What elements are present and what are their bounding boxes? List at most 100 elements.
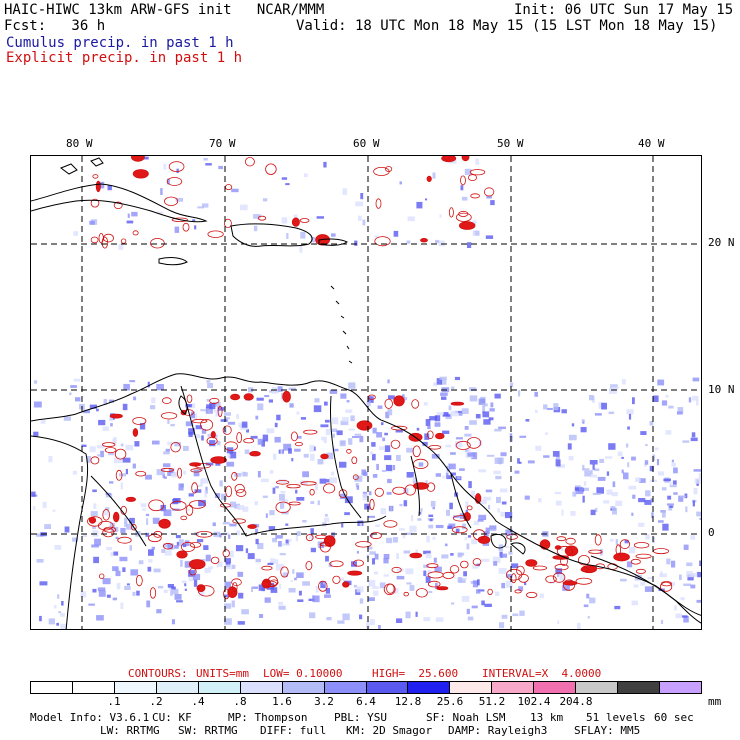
cumulus-precip-cell xyxy=(92,588,97,593)
explicit-precip-contour xyxy=(455,440,471,450)
explicit-precip-contour xyxy=(188,559,206,570)
cumulus-precip-cell xyxy=(310,501,315,504)
explicit-precip-contour xyxy=(435,432,445,440)
explicit-precip-contour xyxy=(661,581,672,587)
cumulus-precip-cell xyxy=(157,211,163,214)
cumulus-precip-cell xyxy=(638,498,646,503)
cumulus-precip-cell xyxy=(89,220,95,225)
cumulus-precip-cell xyxy=(142,508,147,511)
cumulus-precip-cell xyxy=(124,585,131,590)
cumulus-precip-cell xyxy=(393,230,399,237)
cumulus-precip-cell xyxy=(150,405,156,410)
cumulus-precip-cell xyxy=(666,558,671,565)
cumulus-precip-cell xyxy=(501,553,508,558)
explicit-precip-contour xyxy=(104,447,117,454)
cumulus-precip-cell xyxy=(169,468,174,473)
explicit-precip-contour xyxy=(459,221,476,230)
contours-interval: INTERVAL=X 4.0000 xyxy=(482,667,602,680)
cumulus-precip-cell xyxy=(255,528,259,534)
cumulus-precip-cell xyxy=(110,423,113,427)
cumulus-precip-cell xyxy=(163,163,167,170)
cumulus-precip-cell xyxy=(166,178,170,185)
cumulus-precip-cell xyxy=(574,487,579,491)
explicit-precip-contour xyxy=(469,169,486,176)
cumulus-precip-cell xyxy=(196,434,201,438)
cumulus-precip-cell xyxy=(145,474,152,480)
cumulus-precip-cell xyxy=(312,595,320,603)
cumulus-precip-cell xyxy=(178,483,184,491)
cumulus-precip-cell xyxy=(321,436,324,441)
cumulus-precip-cell xyxy=(609,538,614,542)
cumulus-precip-cell xyxy=(98,181,105,189)
cumulus-precip-cell xyxy=(668,505,673,511)
explicit-precip-contour xyxy=(90,456,100,465)
cumulus-precip-cell xyxy=(171,472,178,478)
cumulus-precip-cell xyxy=(277,386,283,392)
cumulus-precip-cell xyxy=(115,570,121,577)
cumulus-precip-cell xyxy=(188,493,194,497)
footer-damp: DAMP: Rayleigh3 xyxy=(448,724,548,737)
cumulus-precip-cell xyxy=(399,528,405,531)
cumulus-precip-cell xyxy=(176,541,179,546)
cumulus-precip-cell xyxy=(219,480,223,487)
cumulus-precip-cell xyxy=(129,545,132,551)
cumulus-precip-cell xyxy=(131,211,138,217)
cumulus-precip-cell xyxy=(611,492,618,497)
cumulus-precip-cell xyxy=(469,420,477,425)
cumulus-precip-cell xyxy=(500,452,507,457)
cumulus-precip-cell xyxy=(501,582,506,589)
cumulus-precip-cell xyxy=(246,429,249,433)
cumulus-precip-cell xyxy=(649,465,654,472)
cumulus-precip-cell xyxy=(325,555,329,562)
cumulus-precip-cell xyxy=(215,412,221,417)
cumulus-precip-cell xyxy=(424,402,428,406)
explicit-precip-contour xyxy=(369,498,375,511)
cumulus-precip-cell xyxy=(31,491,36,497)
cumulus-precip-cell xyxy=(371,442,376,447)
cumulus-precip-cell xyxy=(294,448,301,452)
cumulus-precip-cell xyxy=(180,559,183,567)
cumulus-precip-cell xyxy=(554,491,562,495)
cumulus-precip-cell xyxy=(485,235,494,239)
cumulus-precip-cell xyxy=(227,421,236,425)
cumulus-precip-cell xyxy=(70,385,77,388)
cumulus-precip-cell xyxy=(257,542,264,550)
cumulus-precip-cell xyxy=(699,517,701,520)
footer-sf: SF: Noah LSM xyxy=(426,711,506,724)
cumulus-precip-cell xyxy=(310,528,314,535)
cumulus-precip-cell xyxy=(194,225,197,230)
cumulus-precip-cell xyxy=(464,449,469,453)
cumulus-precip-cell xyxy=(644,586,653,592)
cumulus-precip-cell xyxy=(379,446,385,450)
cumulus-precip-cell xyxy=(315,586,319,593)
explicit-precip-contour xyxy=(332,575,341,584)
cumulus-precip-cell xyxy=(217,407,225,411)
cumulus-precip-cell xyxy=(188,431,193,437)
cumulus-precip-cell xyxy=(631,512,634,516)
cumulus-precip-cell xyxy=(395,430,403,433)
cumulus-precip-cell xyxy=(253,214,261,219)
explicit-precip-contour xyxy=(261,580,278,587)
cumulus-precip-cell xyxy=(560,546,564,551)
cumulus-precip-cell xyxy=(472,580,479,588)
cumulus-precip-cell xyxy=(606,489,613,495)
map-canvas xyxy=(31,156,701,629)
cumulus-precip-cell xyxy=(608,443,616,450)
cumulus-precip-cell xyxy=(127,213,130,218)
cumulus-precip-cell xyxy=(627,426,630,430)
explicit-precip-contour xyxy=(267,575,279,588)
explicit-precip-contour xyxy=(390,439,401,449)
cumulus-precip-cell xyxy=(376,463,379,470)
cumulus-precip-cell xyxy=(406,532,412,535)
cumulus-precip-cell xyxy=(299,245,303,253)
cumulus-precip-cell xyxy=(188,570,196,577)
cumulus-precip-cell xyxy=(141,156,149,160)
cumulus-precip-cell xyxy=(598,402,604,409)
cumulus-precip-cell xyxy=(472,565,479,569)
cumulus-precip-cell xyxy=(366,621,370,629)
cumulus-precip-cell xyxy=(460,185,464,191)
cumulus-precip-cell xyxy=(445,472,449,479)
cumulus-precip-cell xyxy=(170,589,173,596)
cumulus-precip-cell xyxy=(514,470,520,474)
colorbar-swatch xyxy=(282,682,325,693)
